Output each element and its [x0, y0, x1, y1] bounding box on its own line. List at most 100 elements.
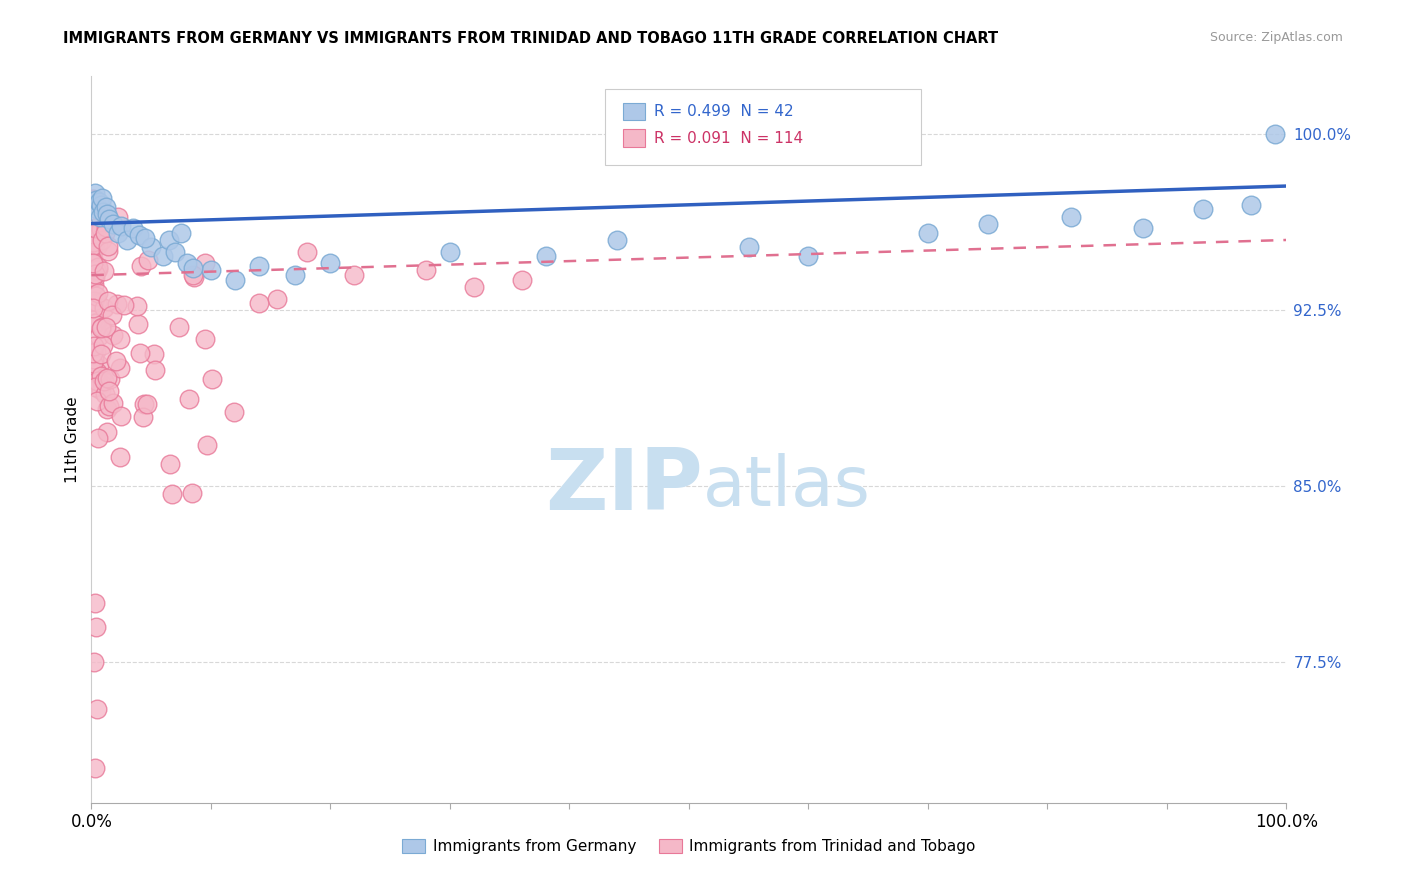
Point	[87, 329, 110, 343]
Point	[181, 261, 204, 276]
Point	[606, 233, 628, 247]
Text: R = 0.091  N = 114: R = 0.091 N = 114	[654, 131, 803, 145]
Point	[86, 367, 108, 381]
Point	[510, 273, 533, 287]
Point	[110, 450, 132, 464]
Point	[83, 339, 105, 353]
Point	[83, 352, 105, 367]
Point	[83, 198, 105, 212]
Point	[439, 244, 461, 259]
Point	[201, 371, 224, 385]
Point	[976, 217, 998, 231]
Point	[129, 259, 152, 273]
Point	[104, 354, 127, 368]
Point	[141, 240, 162, 254]
Point	[129, 345, 152, 359]
Point	[84, 193, 107, 207]
Point	[143, 347, 166, 361]
Point	[132, 410, 155, 425]
Point	[82, 345, 104, 359]
Point	[86, 238, 108, 252]
Point	[91, 233, 114, 247]
Point	[84, 316, 107, 330]
Point	[295, 244, 318, 259]
Point	[1264, 128, 1286, 142]
Point	[96, 401, 118, 416]
Point	[136, 397, 159, 411]
Point	[83, 277, 105, 292]
Point	[98, 399, 121, 413]
Point	[100, 308, 122, 322]
Y-axis label: 11th Grade: 11th Grade	[65, 396, 80, 483]
Point	[1060, 210, 1083, 224]
Point	[82, 227, 104, 242]
Point	[125, 299, 148, 313]
Point	[105, 296, 128, 310]
Point	[86, 393, 108, 408]
Point	[96, 207, 118, 221]
Point	[247, 296, 270, 310]
Point	[87, 195, 110, 210]
Point	[84, 193, 107, 207]
Point	[247, 259, 270, 273]
Point	[82, 356, 104, 370]
Point	[343, 268, 366, 282]
Point	[86, 365, 108, 379]
Point	[183, 270, 205, 285]
Point	[84, 597, 107, 611]
Point	[159, 457, 181, 471]
Point	[110, 219, 132, 233]
Text: IMMIGRANTS FROM GERMANY VS IMMIGRANTS FROM TRINIDAD AND TOBAGO 11TH GRADE CORREL: IMMIGRANTS FROM GERMANY VS IMMIGRANTS FR…	[63, 31, 998, 46]
Text: atlas: atlas	[703, 452, 870, 520]
Point	[89, 369, 111, 384]
Point	[98, 211, 121, 226]
Point	[84, 263, 107, 277]
Point	[122, 221, 145, 235]
Text: Source: ZipAtlas.com: Source: ZipAtlas.com	[1209, 31, 1343, 45]
Point	[84, 221, 107, 235]
Point	[179, 392, 201, 407]
Point	[96, 214, 118, 228]
Point	[97, 293, 120, 308]
Point	[737, 240, 759, 254]
Point	[87, 261, 110, 276]
Text: R = 0.499  N = 42: R = 0.499 N = 42	[654, 104, 793, 119]
Point	[90, 376, 112, 391]
Point	[96, 425, 118, 440]
Point	[110, 332, 132, 346]
Point	[170, 226, 193, 240]
Point	[82, 252, 104, 266]
Point	[87, 285, 110, 300]
Point	[115, 233, 138, 247]
Point	[163, 244, 186, 259]
Point	[97, 244, 120, 259]
Point	[96, 370, 118, 384]
Point	[90, 347, 112, 361]
Point	[87, 431, 110, 445]
Point	[83, 214, 105, 228]
Point	[162, 487, 184, 501]
Point	[86, 315, 108, 329]
Point	[319, 256, 342, 270]
Point	[82, 301, 104, 316]
Point	[101, 217, 124, 231]
Point	[91, 191, 114, 205]
Point	[93, 204, 114, 219]
Text: ZIP: ZIP	[546, 444, 703, 528]
Point	[98, 384, 121, 399]
Legend: Immigrants from Germany, Immigrants from Trinidad and Tobago: Immigrants from Germany, Immigrants from…	[396, 833, 981, 861]
Point	[134, 230, 156, 244]
Point	[90, 198, 112, 212]
Point	[152, 249, 174, 263]
Point	[84, 224, 107, 238]
Point	[93, 264, 115, 278]
Point	[82, 255, 104, 269]
Point	[86, 702, 108, 716]
Point	[93, 338, 115, 352]
Point	[84, 761, 107, 775]
Point	[132, 397, 155, 411]
Point	[110, 409, 132, 423]
Point	[84, 217, 107, 231]
Point	[90, 222, 112, 236]
Point	[82, 270, 104, 285]
